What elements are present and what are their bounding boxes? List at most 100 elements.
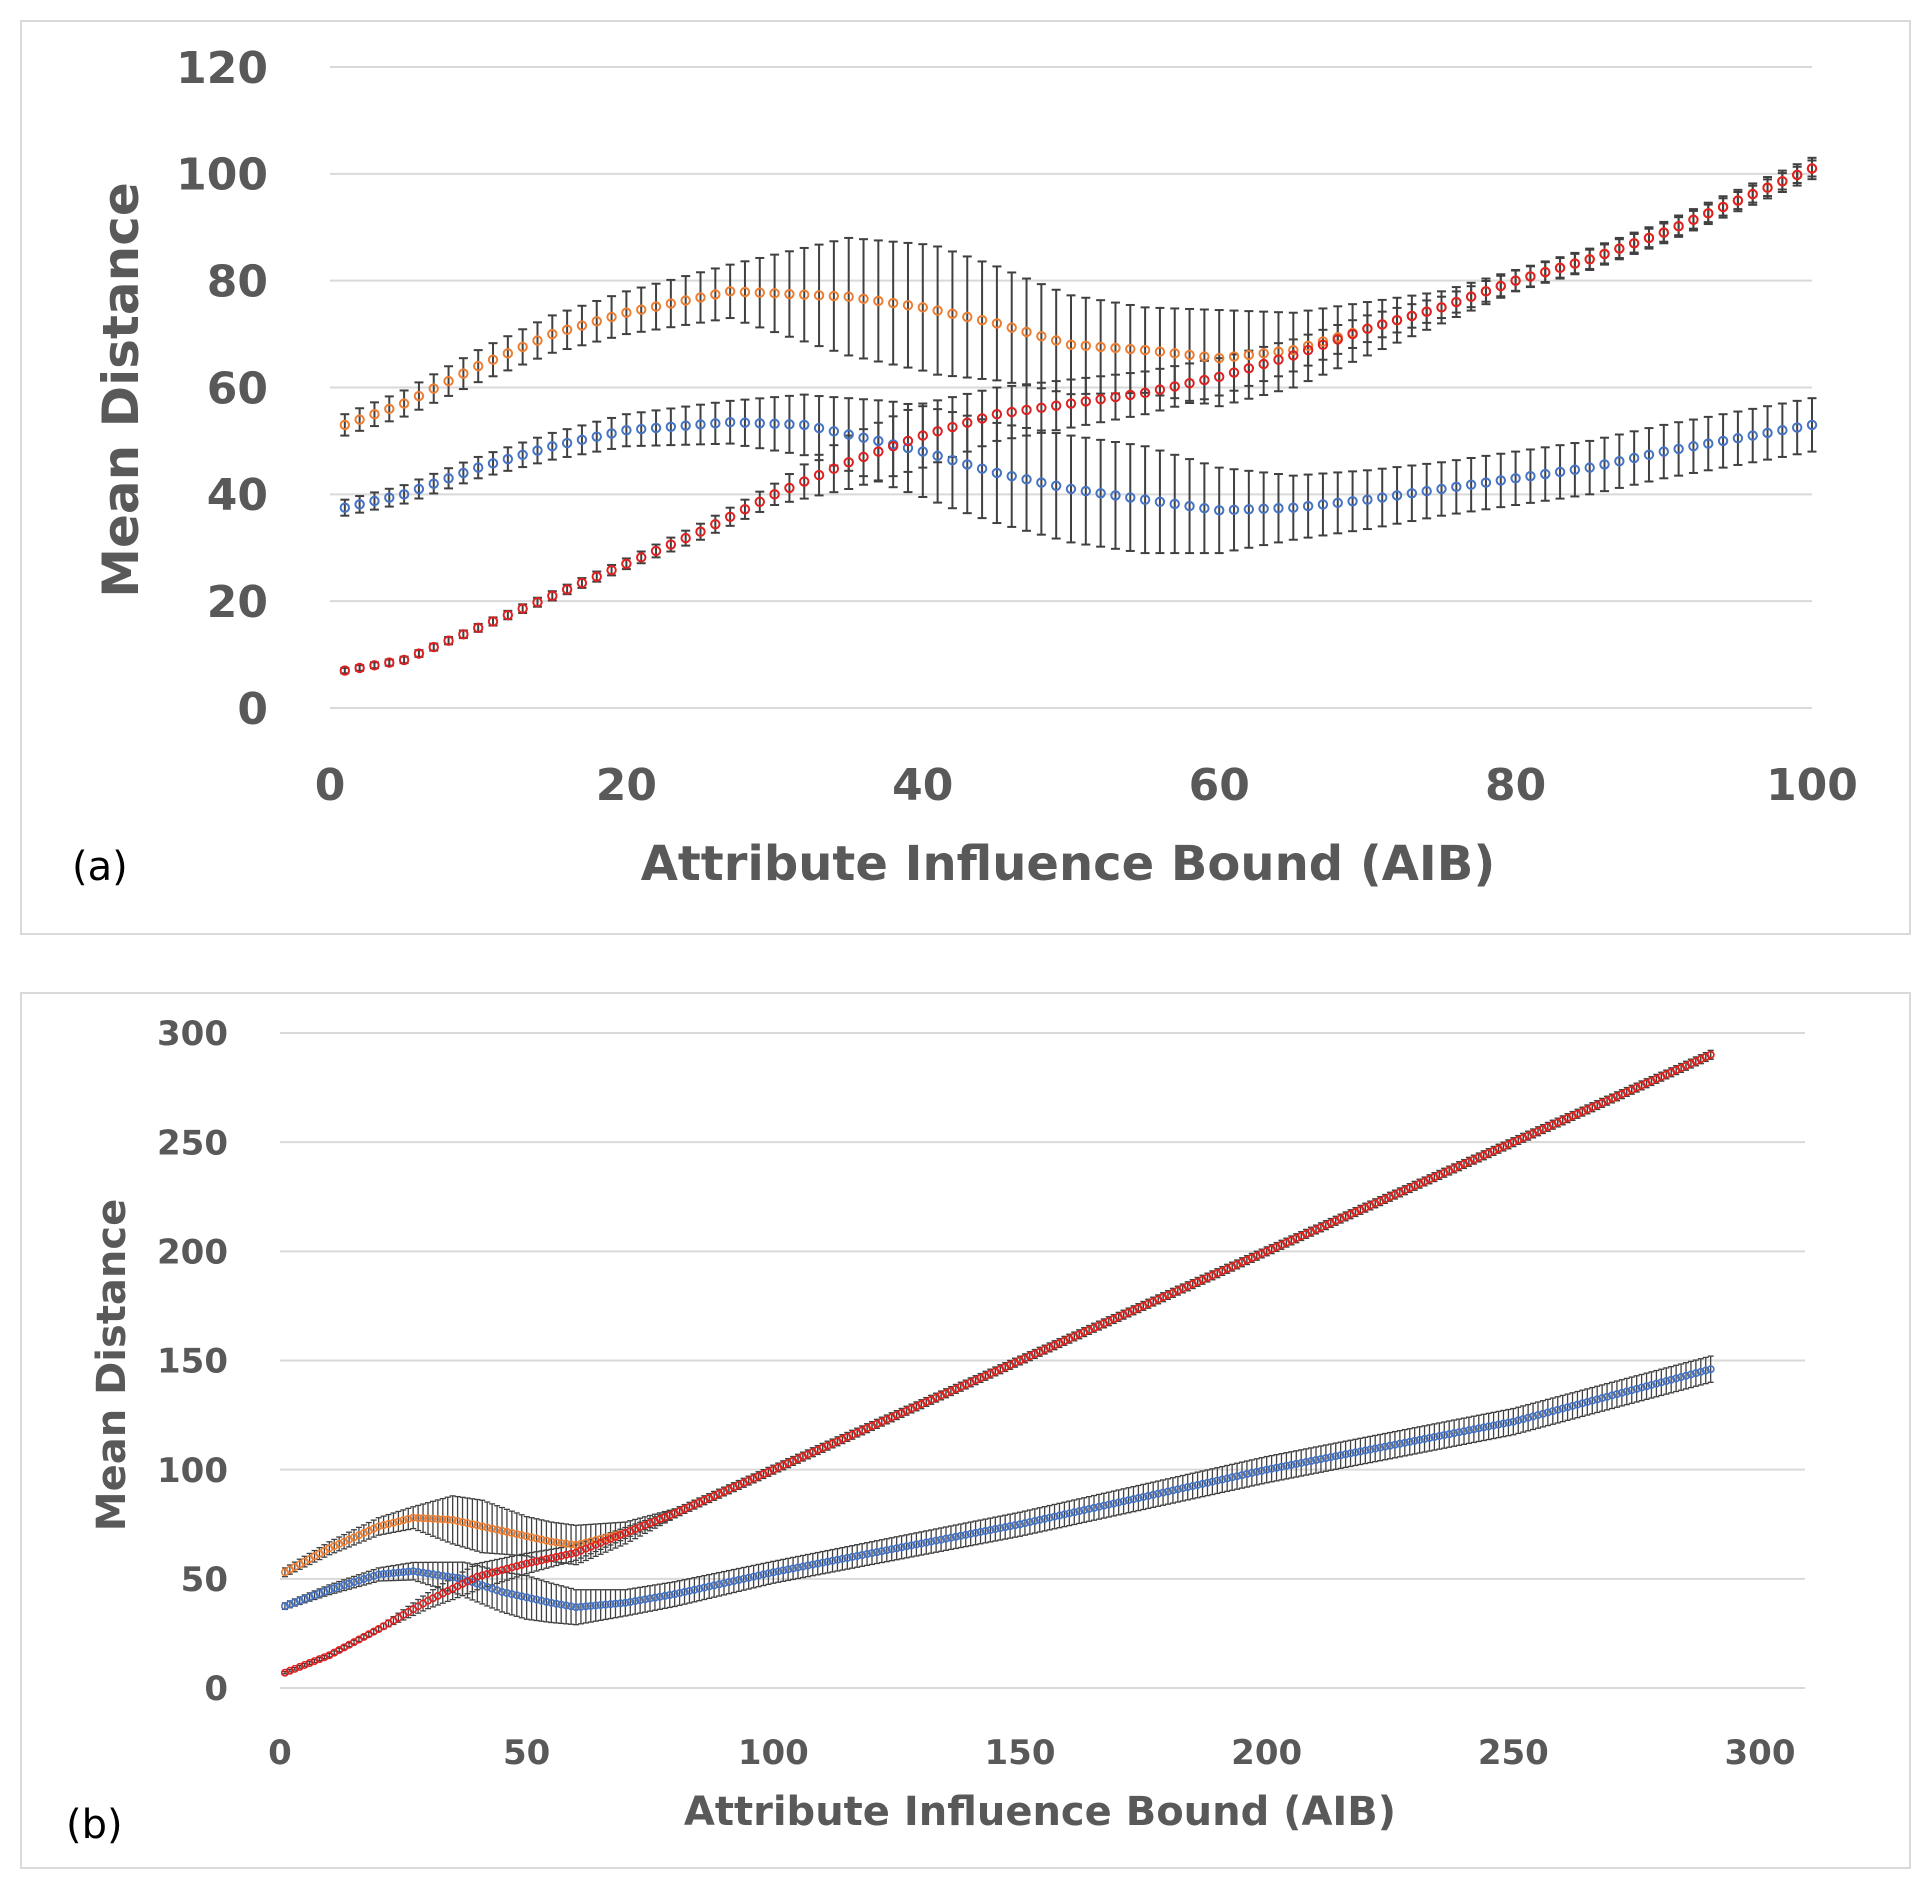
data-point — [1558, 1404, 1567, 1413]
data-point — [1199, 503, 1210, 514]
data-point — [1277, 1462, 1286, 1471]
data-point — [996, 1524, 1005, 1533]
data-point — [1460, 1427, 1469, 1436]
x-tick-label: 0 — [268, 1733, 292, 1773]
data-point — [1139, 387, 1151, 399]
data-point — [1703, 438, 1714, 449]
data-point — [1070, 1508, 1079, 1517]
data-point — [1238, 1471, 1247, 1480]
data-point — [1617, 1388, 1626, 1397]
data-point — [1139, 494, 1151, 505]
data-point — [1169, 348, 1180, 359]
data-point — [1332, 497, 1343, 509]
panel-a-x-tick-labels: 0 20 40 60 80 100 — [315, 760, 1858, 811]
data-point — [724, 286, 736, 297]
data-point — [438, 1571, 447, 1580]
data-point — [1346, 1449, 1355, 1458]
data-point — [384, 657, 395, 668]
data-point — [1055, 1511, 1064, 1520]
data-point — [922, 1538, 931, 1547]
data-point — [1524, 1413, 1533, 1422]
data-point — [517, 341, 528, 353]
data-point — [1154, 496, 1166, 508]
data-point — [902, 435, 914, 447]
data-point — [1777, 176, 1788, 187]
data-point — [1273, 354, 1284, 365]
data-point — [315, 1589, 324, 1598]
y-tick-label: 100 — [176, 150, 268, 201]
data-point — [527, 1594, 536, 1603]
data-point — [818, 1558, 827, 1567]
data-point — [1099, 1501, 1108, 1510]
data-point — [1706, 1050, 1715, 1059]
panel-a-label: (a) — [72, 844, 128, 890]
data-point — [680, 532, 691, 544]
data-point — [621, 307, 632, 318]
data-point — [951, 1532, 960, 1541]
data-point — [1258, 358, 1269, 370]
data-point — [1095, 394, 1106, 405]
data-point — [345, 1579, 354, 1588]
data-point — [1015, 1520, 1024, 1529]
data-point — [798, 1562, 807, 1571]
y-tick-label: 60 — [207, 363, 268, 414]
series-blue — [339, 417, 1818, 516]
data-point — [769, 288, 780, 299]
data-point — [1214, 352, 1225, 364]
data-point — [1006, 470, 1017, 482]
data-point — [1144, 1491, 1153, 1500]
data-point — [1682, 1371, 1691, 1380]
data-point — [483, 1583, 492, 1592]
data-point — [1154, 1489, 1163, 1498]
data-point — [576, 577, 588, 589]
data-point — [917, 446, 928, 457]
data-point — [1495, 475, 1506, 486]
data-point — [1134, 1494, 1143, 1503]
data-point — [606, 564, 617, 576]
data-point — [1228, 351, 1240, 362]
data-point — [1173, 1485, 1182, 1494]
data-point — [601, 1600, 610, 1609]
data-point — [650, 301, 662, 312]
data-point — [655, 1592, 664, 1601]
data-point — [1514, 1416, 1523, 1425]
data-point — [1159, 1488, 1168, 1497]
panel-a-y-tick-labels: 0 20 40 60 80 100 120 — [176, 43, 268, 735]
data-point — [497, 1526, 506, 1535]
data-point — [1045, 1513, 1054, 1522]
data-point — [409, 1567, 418, 1576]
data-point — [937, 1535, 946, 1544]
data-point — [1288, 502, 1299, 513]
data-point — [517, 1531, 526, 1540]
data-point — [502, 609, 514, 621]
data-point — [1129, 1495, 1138, 1504]
data-point — [1469, 1425, 1478, 1434]
data-point — [1341, 1450, 1350, 1459]
data-point — [414, 1567, 423, 1576]
data-point — [532, 1595, 541, 1604]
data-point — [1703, 208, 1714, 219]
data-point — [887, 441, 899, 452]
data-point — [369, 495, 380, 507]
data-point — [1184, 378, 1195, 389]
data-point — [1791, 169, 1803, 181]
data-point — [1405, 1437, 1414, 1446]
y-tick-label: 0 — [237, 684, 268, 735]
data-point — [912, 1540, 921, 1549]
data-point — [1233, 1472, 1242, 1481]
data-point — [695, 1584, 704, 1593]
data-point — [695, 526, 706, 537]
data-point — [325, 1585, 334, 1594]
data-point — [1050, 400, 1062, 411]
data-point — [695, 292, 706, 303]
data-point — [1569, 258, 1581, 269]
data-point — [759, 1570, 768, 1579]
data-point — [522, 1593, 531, 1602]
data-point — [863, 1550, 872, 1559]
data-point — [1436, 302, 1447, 313]
data-point — [537, 1535, 546, 1544]
data-point — [843, 1553, 852, 1562]
data-point — [749, 1572, 758, 1581]
data-point — [428, 1570, 437, 1579]
y-tick-label: 250 — [157, 1123, 228, 1163]
